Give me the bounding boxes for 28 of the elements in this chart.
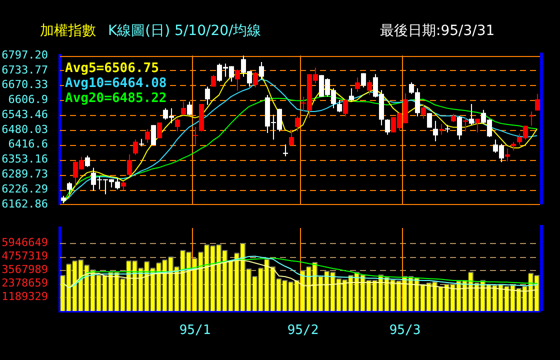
y-tick-label: 6543.46 — [2, 108, 48, 121]
y-tick-label: 6670.33 — [2, 78, 48, 92]
candlestick — [463, 118, 468, 132]
candlestick — [193, 126, 198, 145]
y-tick-label: 2378659 — [2, 276, 48, 290]
y-tick-label: 6480.03 — [2, 122, 48, 136]
text: Avg10=6464.08 — [65, 76, 167, 91]
x-tick-label: 95/3 — [389, 323, 421, 338]
chart-subtitle: K線圖(日) 5/10/20/均線 — [108, 23, 262, 39]
x-tick-label: 95/2 — [287, 323, 319, 338]
y-tick-label: 6606.9 — [8, 93, 48, 106]
y-tick-label: 1189329 — [2, 290, 48, 304]
x-tick-label: 95/1 — [179, 323, 211, 338]
chart-title: 加權指數 — [40, 23, 96, 39]
text: Avg20=6485.22 — [65, 90, 167, 106]
y-tick-label: 6733.77 — [2, 63, 48, 76]
text: Avg5=6506.75 — [65, 60, 159, 76]
y-tick-label: 6353.16 — [2, 152, 48, 166]
y-tick-label: 6289.73 — [2, 168, 48, 180]
y-tick-label: 3567989 — [2, 263, 48, 276]
text: 最後日期:95/3/31 — [380, 22, 495, 40]
y-tick-label: 6162.86 — [2, 197, 48, 210]
y-tick-label: 6797.20 — [2, 48, 48, 62]
candlestick — [529, 111, 534, 126]
y-tick-label: 5946649 — [2, 236, 48, 249]
y-tick-label: 6226.29 — [2, 182, 48, 196]
y-tick-label: 4757319 — [2, 249, 48, 262]
y-tick-label: 6416.6 — [8, 138, 48, 151]
